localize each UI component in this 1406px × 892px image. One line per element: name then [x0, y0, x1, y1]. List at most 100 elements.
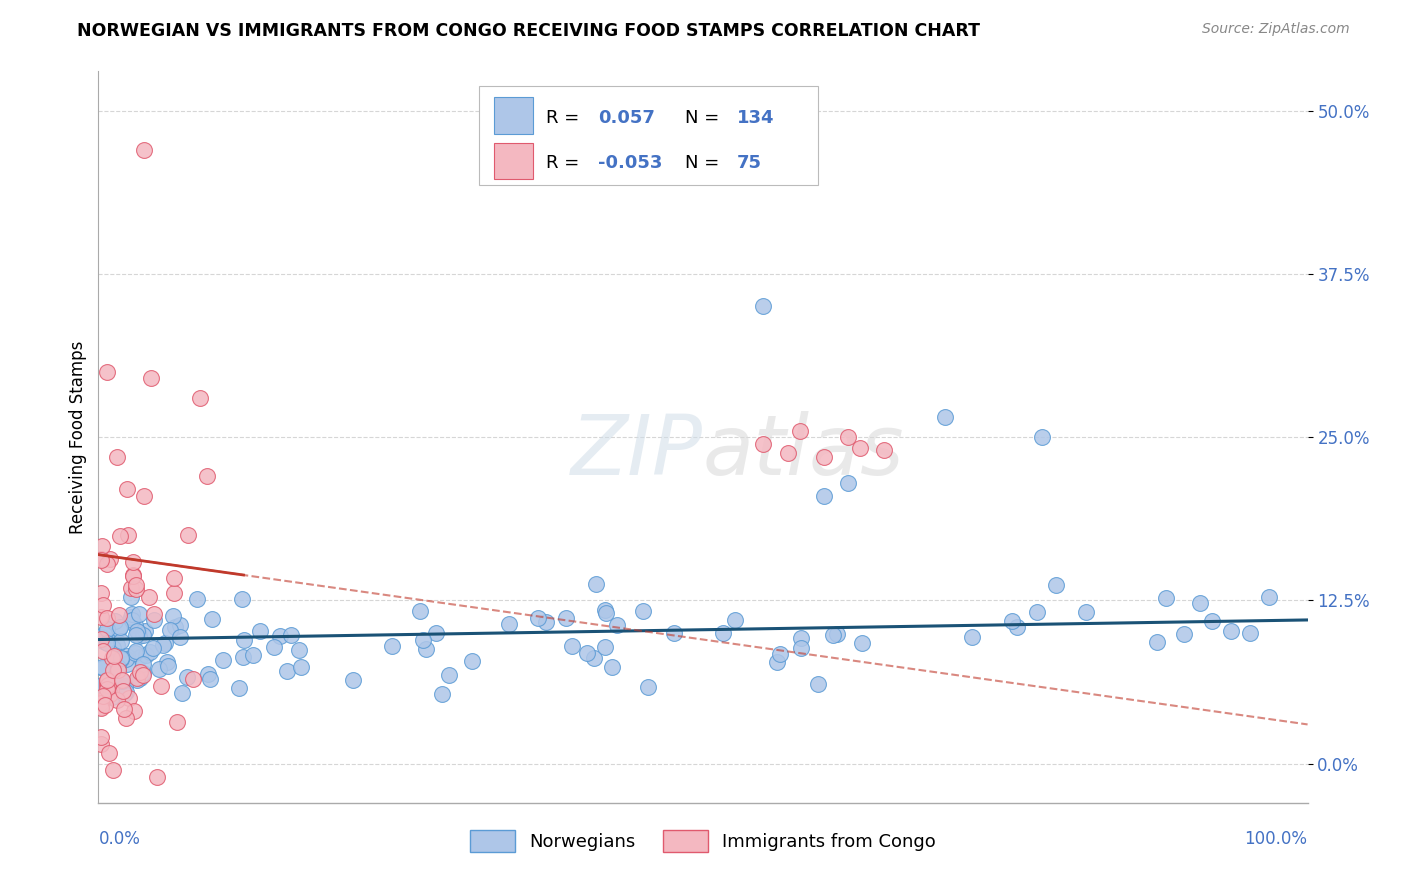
Point: [125, 673, 148, 688]
Point: [129, 649, 152, 664]
Text: 0.0%: 0.0%: [98, 830, 141, 848]
Point: [724, 613, 747, 627]
Point: [288, 642, 311, 657]
Point: [96, 673, 118, 688]
Point: [110, 633, 132, 648]
Point: [90, 586, 112, 600]
Point: [96, 678, 118, 692]
Point: [103, 655, 125, 669]
Point: [148, 662, 170, 676]
Point: [90, 610, 112, 624]
FancyBboxPatch shape: [494, 97, 533, 134]
Text: atlas: atlas: [703, 411, 904, 492]
Point: [120, 581, 142, 595]
Point: [1154, 591, 1177, 606]
Point: [1146, 635, 1168, 649]
Point: [100, 683, 122, 698]
Point: [461, 654, 484, 668]
Point: [1258, 590, 1281, 604]
Point: [91, 660, 114, 674]
Point: [132, 666, 155, 681]
Point: [124, 643, 146, 657]
Point: [290, 660, 312, 674]
Point: [132, 657, 155, 671]
Point: [837, 430, 859, 444]
Point: [1001, 614, 1024, 628]
Point: [159, 623, 181, 637]
Point: [142, 607, 165, 621]
Point: [108, 607, 131, 622]
Point: [430, 687, 453, 701]
Text: N =: N =: [685, 154, 725, 172]
Point: [534, 615, 557, 630]
Point: [813, 450, 835, 464]
Point: [249, 624, 271, 638]
Point: [96, 611, 118, 625]
Point: [232, 633, 254, 648]
Point: [96, 636, 118, 650]
Point: [602, 660, 624, 674]
Point: [94, 690, 117, 704]
Point: [125, 582, 148, 597]
Point: [142, 640, 165, 655]
Point: [269, 629, 291, 643]
Point: [228, 681, 250, 695]
Point: [125, 628, 148, 642]
Point: [789, 424, 811, 438]
Point: [129, 665, 152, 679]
Point: [115, 685, 138, 699]
Text: 0.057: 0.057: [598, 109, 655, 127]
Text: Source: ZipAtlas.com: Source: ZipAtlas.com: [1202, 22, 1350, 37]
Point: [851, 636, 873, 650]
Point: [138, 590, 160, 604]
Point: [132, 143, 155, 157]
Point: [91, 689, 114, 703]
Point: [139, 645, 162, 659]
Point: [825, 626, 848, 640]
Point: [93, 644, 115, 658]
Point: [790, 631, 813, 645]
Point: [107, 663, 129, 677]
Point: [409, 604, 432, 618]
Point: [232, 650, 254, 665]
Text: N =: N =: [685, 109, 725, 127]
Point: [1025, 605, 1047, 619]
Point: [110, 651, 132, 665]
Point: [120, 590, 142, 604]
Text: -0.053: -0.053: [598, 154, 662, 172]
Text: R =: R =: [546, 154, 585, 172]
Point: [96, 633, 118, 648]
Point: [1189, 596, 1212, 610]
Point: [576, 646, 599, 660]
Point: [769, 648, 792, 662]
Point: [527, 611, 550, 625]
Point: [98, 552, 121, 566]
Point: [1045, 578, 1067, 592]
Legend: Norwegians, Immigrants from Congo: Norwegians, Immigrants from Congo: [463, 823, 943, 860]
Point: [120, 610, 142, 624]
Point: [752, 300, 775, 314]
Point: [98, 746, 121, 760]
Point: [94, 698, 117, 713]
Point: [115, 711, 138, 725]
Point: [132, 667, 155, 681]
Point: [114, 679, 136, 693]
Point: [90, 700, 112, 714]
Point: [263, 640, 285, 654]
Point: [593, 602, 616, 616]
Point: [117, 648, 139, 663]
Point: [118, 690, 141, 705]
Point: [124, 704, 146, 718]
Point: [125, 578, 148, 592]
Point: [90, 551, 112, 566]
Point: [195, 469, 218, 483]
Point: [162, 608, 184, 623]
Point: [110, 652, 132, 666]
Point: [108, 622, 131, 636]
Point: [1219, 624, 1241, 639]
FancyBboxPatch shape: [494, 143, 533, 179]
Point: [105, 638, 128, 652]
Point: [121, 613, 143, 627]
Point: [156, 659, 179, 673]
Point: [190, 391, 212, 405]
